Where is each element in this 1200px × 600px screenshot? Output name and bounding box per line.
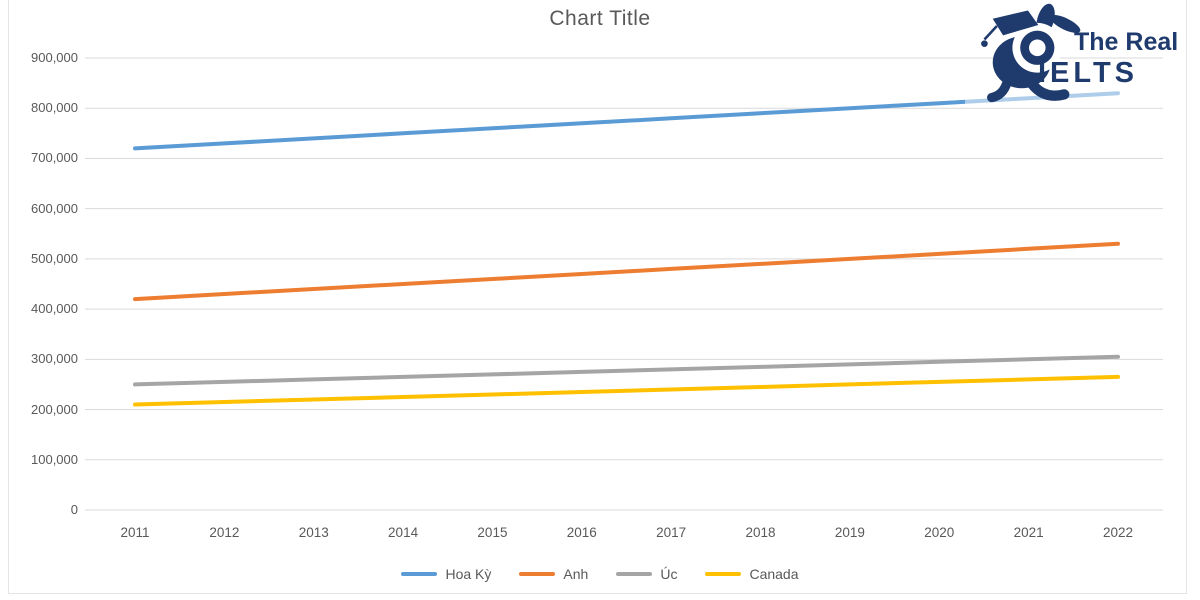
x-tick-label: 2017 xyxy=(656,525,687,540)
legend-label: Canada xyxy=(749,566,799,582)
logo-text-line2: IELTS xyxy=(1038,57,1139,89)
chart-frame xyxy=(8,0,1187,594)
legend-label: Úc xyxy=(660,566,678,582)
y-tick-label: 0 xyxy=(70,502,78,517)
x-tick-label: 2013 xyxy=(298,525,329,540)
y-tick-label: 600,000 xyxy=(31,200,78,216)
legend-swatch-uc xyxy=(616,572,653,576)
series-line-anh xyxy=(133,241,1120,302)
x-tick-label: 2012 xyxy=(209,525,240,540)
x-tick-label: 2022 xyxy=(1102,525,1134,540)
x-tick-label: 2019 xyxy=(834,525,865,540)
legend: Hoa Kỳ Anh Úc Canada xyxy=(0,561,1200,587)
y-tick-label: 300,000 xyxy=(31,351,78,367)
y-tick-label: 500,000 xyxy=(31,250,78,266)
logo-text-line1: The Real xyxy=(1074,28,1179,56)
legend-item-uc: Úc xyxy=(616,566,677,582)
x-tick-label: 2018 xyxy=(745,525,776,540)
legend-item-anh: Anh xyxy=(519,566,588,582)
y-tick-label: 100,000 xyxy=(31,451,78,467)
rabbit-mascot-icon xyxy=(981,3,1081,103)
series-line-hoa-ky xyxy=(133,91,1120,151)
y-tick-label: 800,000 xyxy=(31,100,78,116)
y-tick-label: 900,000 xyxy=(31,50,78,65)
x-tick-label: 2016 xyxy=(566,525,597,540)
chart-title: Chart Title xyxy=(549,7,651,30)
series-line-canada xyxy=(133,374,1120,407)
y-tick-label: 400,000 xyxy=(31,301,78,317)
x-tick-label: 2014 xyxy=(388,525,419,540)
series-line-uc xyxy=(133,354,1120,387)
x-tick-label: 2020 xyxy=(924,525,955,540)
legend-label: Hoa Kỳ xyxy=(445,566,492,582)
legend-item-hoa-ky: Hoa Kỳ xyxy=(401,566,491,582)
y-tick-label: 700,000 xyxy=(31,150,78,166)
legend-swatch-canada xyxy=(705,572,742,576)
legend-swatch-hoa-ky xyxy=(401,572,438,576)
x-tick-label: 2015 xyxy=(477,525,508,540)
legend-label: Anh xyxy=(563,566,589,582)
legend-item-canada: Canada xyxy=(705,566,799,582)
y-tick-label: 200,000 xyxy=(31,401,78,417)
x-tick-label: 2011 xyxy=(120,525,150,540)
x-tick-label: 2021 xyxy=(1013,525,1044,540)
legend-swatch-anh xyxy=(519,572,556,576)
